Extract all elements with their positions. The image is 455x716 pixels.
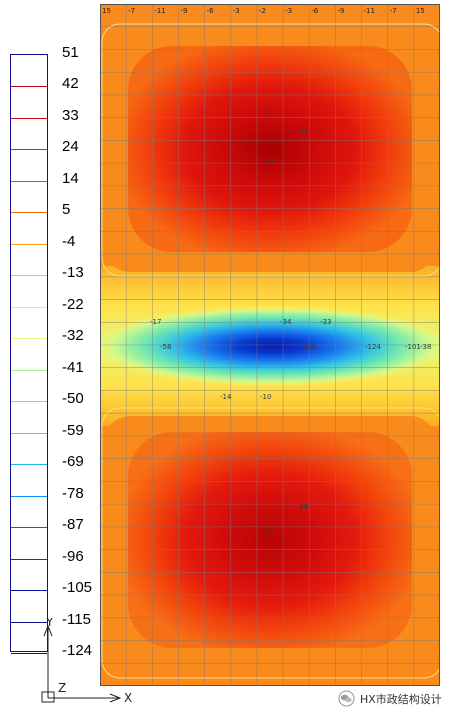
legend-value: 51 [62,44,79,61]
legend-tick [11,558,47,560]
z-axis-label: Z [58,681,66,695]
legend-tick [11,86,47,88]
contour-value-label: -58 [160,343,171,351]
contour-value-label: -101 [405,343,421,351]
legend-tick [11,621,47,623]
contour-value-label: 44 [299,128,308,136]
legend-value: 24 [62,138,79,156]
legend-value: -124 [62,642,93,659]
contour-value-label: -34 [280,318,292,326]
contour-value-label: -104 [300,343,316,351]
legend-value: -13 [62,264,84,282]
legend-value: 14 [62,169,79,187]
legend-tick [11,243,47,245]
plot-contour-line [101,407,440,679]
contour-plot: 15 -7 -11 -9 -6 -3 -2 -3 -6 -9 -11 -7 15 51 44 47 48 43 -5… [100,4,440,686]
legend-tick [11,464,47,466]
contour-value-label: -17 [150,318,161,326]
legend-value: -22 [62,295,84,313]
legend-tick [11,369,47,371]
legend-value: 42 [62,75,79,93]
top-edge-label: -7 [390,7,397,15]
legend-value: -50 [62,390,84,408]
top-edge-label: -2 [259,7,266,15]
legend-tick [11,55,47,56]
legend-tick [11,527,47,529]
legend-tick [11,653,47,654]
x-axis-label: X [124,691,132,705]
legend-value: -87 [62,516,84,534]
legend-tick [11,432,47,434]
legend-value: -115 [62,610,91,628]
z-axis-marker [41,691,55,703]
plot-contour-line [101,23,440,277]
contour-value-label: 47 [265,158,274,166]
top-edge-label: -3 [233,7,240,15]
legend-tick [11,495,47,497]
axis-triad: Y Z X [41,618,132,705]
watermark: HX市政结构设计 [336,688,450,710]
legend-value: -78 [62,484,84,502]
contour-value-label: -14 [220,393,232,401]
contour-value-label: -10 [260,393,271,401]
color-legend [10,54,48,654]
contour-value-label: 48 [299,503,308,511]
top-edge-label: -6 [311,7,319,15]
plot-border [100,4,440,686]
legend-tick [11,180,47,182]
legend-value: 33 [62,106,79,124]
legend-value: -32 [62,327,84,345]
legend-tick [11,117,47,119]
legend-tick [11,338,47,340]
legend-value: -4 [62,232,76,250]
x-axis-arrow [48,693,122,703]
legend-value: 5 [62,201,71,219]
top-edge-label: -6 [207,7,215,15]
contour-value-label: 43 [265,528,274,536]
top-edge-label: 15 [416,7,425,15]
plot-bottom-core [128,432,412,648]
contour-value-label: -124 [365,343,381,351]
top-edge-label: -9 [337,7,344,15]
legend-tick [11,212,47,214]
top-edge-label: -7 [128,7,135,15]
top-edge-label: -11 [364,7,375,15]
contour-value-label: -38 [420,343,431,351]
plot-top-core [128,46,412,252]
legend-value: -59 [62,421,84,439]
legend-tick [11,590,47,592]
watermark-text: HX市政结构设计 [360,693,442,706]
contour-value-label: -33 [320,318,331,326]
legend-tick [11,149,47,151]
y-axis-arrow [43,624,53,698]
top-edge-label: -3 [285,7,292,15]
legend-tick [11,306,47,308]
y-axis-label: Y [45,618,54,629]
legend-tick [11,401,47,403]
legend-value: -105 [62,579,93,597]
wechat-icon [338,690,355,707]
top-edge-label: -9 [180,7,187,15]
top-edge-label: -11 [154,7,165,15]
legend-value: -96 [62,547,84,565]
legend-value: -69 [62,453,84,471]
contour-value-label: 51 [265,108,274,116]
legend-value: -41 [62,358,84,376]
legend-tick [11,275,47,277]
plot-negative-band [100,306,440,386]
top-edge-label: 15 [102,7,111,15]
